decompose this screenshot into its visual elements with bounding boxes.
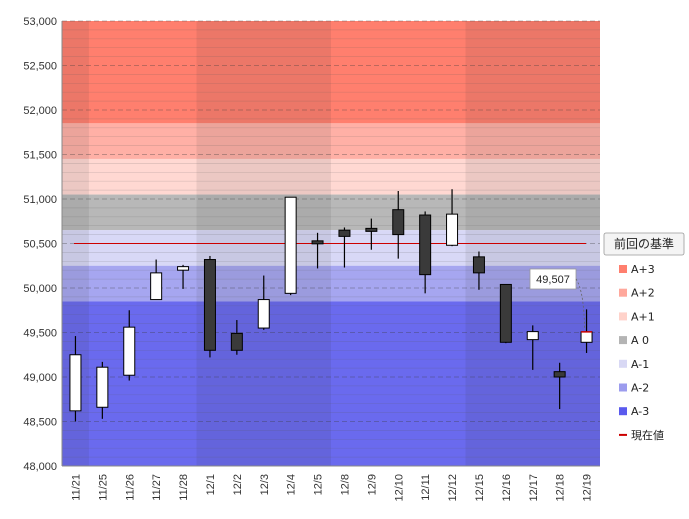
legend-label: A+1 (631, 310, 655, 323)
candle-body-up (446, 213, 459, 246)
y-tick-label: 51,500 (23, 150, 57, 162)
band-aplus2 (62, 123, 600, 159)
y-tick-label: 52,500 (23, 61, 57, 73)
y-tick-label: 50,500 (23, 239, 57, 251)
legend-swatch (619, 407, 627, 416)
legend-label: A+3 (631, 263, 655, 276)
x-tick-label: 11/21 (70, 474, 82, 501)
legend-swatch (619, 312, 627, 321)
x-tick-label: 12/17 (528, 474, 540, 502)
candle-body-up (526, 331, 539, 341)
legend-label: A-1 (631, 358, 649, 371)
legend-swatch (619, 288, 627, 297)
legend-title: 前回の基準 (614, 236, 674, 251)
y-tick-label: 49,500 (23, 328, 57, 340)
candle-body-up (284, 196, 297, 294)
x-tick-label: 12/18 (555, 474, 567, 502)
x-tick-label: 12/1 (205, 474, 217, 495)
callout-leader (575, 278, 585, 329)
y-tick-label: 51,000 (23, 194, 57, 206)
x-tick-label: 12/12 (447, 474, 459, 502)
y-tick-label: 50,000 (23, 283, 57, 295)
x-tick-label: 12/9 (366, 474, 378, 495)
axis-layer: 48,000 48,500 49,000 49,500 50,000 50,500 51,0… (23, 16, 600, 502)
x-tick-label: 12/10 (393, 474, 405, 502)
legend-swatch (619, 383, 627, 392)
legend-label: 現在値 (631, 429, 664, 442)
current-value-label: 49,507 (536, 274, 570, 286)
legend-label: A-2 (631, 382, 649, 395)
candle-body-down (392, 209, 405, 236)
legend-swatch (619, 336, 627, 345)
candle-body-down (472, 256, 485, 274)
y-tick-label: 48,500 (23, 417, 57, 429)
band-aminus1 (62, 230, 600, 266)
legend-swatch (619, 359, 627, 368)
x-tick-label: 12/5 (313, 474, 325, 495)
legend-swatch (619, 265, 627, 273)
x-tick-label: 12/3 (259, 474, 271, 495)
x-tick-label: 12/19 (582, 474, 594, 502)
candle-body-down (553, 371, 566, 378)
x-tick-label: 11/26 (124, 474, 136, 501)
legend: 前回の基準 A+3 A+2 A+1 A 0 A-1 A-2 A-3 現在値 (603, 232, 685, 442)
current-value-callout: 49,507 (529, 268, 585, 329)
candle-body-up (150, 272, 163, 301)
candle-body-down (365, 227, 378, 232)
candle-body-down (311, 240, 324, 245)
candle-body-up (257, 299, 270, 329)
candle-body-up (96, 366, 109, 408)
candle-body-up (69, 354, 82, 412)
x-tick-label: 12/8 (339, 474, 351, 495)
candle-body-up (177, 266, 190, 271)
x-tick-label: 12/2 (232, 474, 244, 495)
x-tick-label: 11/27 (151, 474, 163, 501)
y-tick-label: 48,000 (23, 461, 57, 473)
x-tick-label: 12/11 (420, 474, 432, 501)
candle-body-down (203, 259, 216, 351)
candle-body-up (580, 331, 593, 343)
candle-layer (69, 189, 593, 422)
y-tick-label: 53,000 (23, 16, 57, 28)
legend-label: A 0 (631, 334, 649, 347)
candle-body-down (230, 332, 243, 351)
y-tick-label: 49,000 (23, 372, 57, 384)
candle-body-down (419, 214, 432, 276)
band-a0 (62, 194, 600, 231)
x-tick-label: 12/16 (501, 474, 513, 502)
x-tick-label: 12/4 (286, 474, 298, 495)
legend-label: A+2 (631, 287, 655, 300)
x-tick-label: 12/15 (474, 474, 486, 502)
band-aplus1 (62, 158, 600, 195)
legend-label: A-3 (631, 405, 649, 418)
candle-body-up (123, 326, 136, 376)
x-tick-label: 11/28 (178, 474, 190, 501)
y-tick-label: 52,000 (23, 105, 57, 117)
x-tick-label: 11/25 (97, 474, 109, 501)
legend-title-box (603, 232, 685, 256)
candle-body-down (338, 229, 351, 237)
band-aplus3 (62, 21, 600, 124)
candle-body-down (499, 283, 512, 343)
